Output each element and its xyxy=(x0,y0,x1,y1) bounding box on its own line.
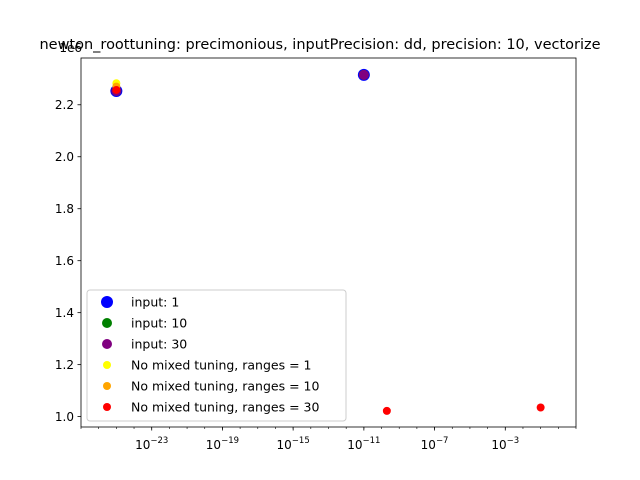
plot-area xyxy=(110,68,545,415)
legend-marker-3 xyxy=(103,361,111,369)
legend-label-5: No mixed tuning, ranges = 30 xyxy=(131,400,319,415)
y-tick-label-0: 1.0 xyxy=(55,410,74,424)
y-tick-label-3: 1.6 xyxy=(55,254,74,268)
x-tick-label-5: 10−3 xyxy=(491,436,519,452)
legend-marker-5 xyxy=(103,403,111,411)
data-point-2-1 xyxy=(358,69,369,80)
legend-label-1: input: 10 xyxy=(131,316,187,331)
chart-title: newton_roottuning: precimonious, inputPr… xyxy=(39,37,600,53)
y-tick-label-1: 1.2 xyxy=(55,358,74,372)
y-tick-label-5: 2.0 xyxy=(55,150,74,164)
y-tick-label-6: 2.2 xyxy=(55,98,74,112)
legend-label-3: No mixed tuning, ranges = 1 xyxy=(131,358,312,373)
legend-marker-2 xyxy=(102,339,112,349)
y-tick-label-2: 1.4 xyxy=(55,306,74,320)
x-tick-label-2: 10−15 xyxy=(277,436,310,452)
data-point-5-0 xyxy=(112,85,121,94)
x-tick-label-3: 10−11 xyxy=(347,436,380,452)
data-point-5-1 xyxy=(382,406,391,415)
legend: input: 1 input: 10 input: 30 No mixed tunin… xyxy=(86,289,347,422)
axes: 1.0 1.2 1.4 1.6 1.8 2.0 2.2 1e6 10−23 10−19 10−15 1… xyxy=(55,41,577,452)
legend-label-4: No mixed tuning, ranges = 10 xyxy=(131,379,319,394)
legend-label-2: input: 30 xyxy=(131,337,187,352)
y-tick-label-4: 1.8 xyxy=(55,202,74,216)
y-offset-label: 1e6 xyxy=(59,41,82,55)
x-tick-label-4: 10−7 xyxy=(421,436,449,452)
legend-marker-1 xyxy=(102,318,112,328)
data-point-5-2 xyxy=(536,403,545,412)
x-tick-label-0: 10−23 xyxy=(135,436,168,452)
legend-marker-4 xyxy=(103,382,111,390)
x-tick-label-1: 10−19 xyxy=(206,436,239,452)
legend-marker-0 xyxy=(101,296,113,308)
legend-label-0: input: 1 xyxy=(131,295,179,310)
legend-box xyxy=(86,289,347,422)
